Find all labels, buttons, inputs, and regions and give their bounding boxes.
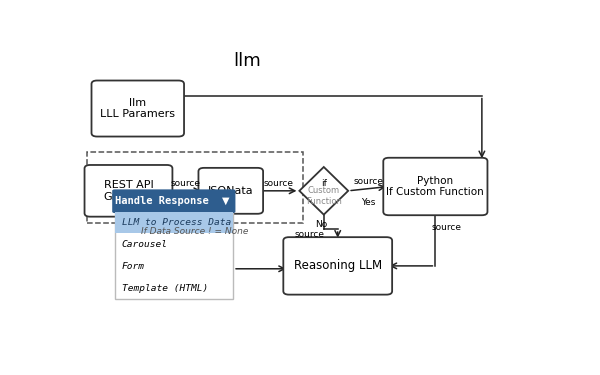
FancyBboxPatch shape (199, 168, 263, 214)
Text: Yes: Yes (361, 198, 376, 207)
Text: Template (HTML): Template (HTML) (121, 284, 208, 292)
Text: Form: Form (121, 262, 145, 271)
FancyBboxPatch shape (92, 81, 184, 136)
Text: llm: llm (233, 52, 261, 70)
Text: REST API
GraphQL: REST API GraphQL (104, 180, 154, 202)
Text: Custom
Function: Custom Function (306, 186, 342, 206)
Text: llm
LLL Paramers: llm LLL Paramers (100, 98, 175, 119)
Text: If Data Source ! = None: If Data Source ! = None (141, 227, 248, 236)
FancyBboxPatch shape (383, 158, 487, 215)
Text: No: No (316, 220, 328, 230)
Text: if: if (321, 179, 327, 188)
Text: JSONata: JSONata (208, 186, 254, 196)
Text: source: source (263, 179, 293, 188)
Text: ▼: ▼ (223, 196, 230, 206)
FancyBboxPatch shape (283, 237, 392, 295)
Text: source: source (432, 223, 462, 232)
Text: Python
If Custom Function: Python If Custom Function (386, 176, 484, 197)
Text: Handle Response: Handle Response (115, 196, 209, 206)
Text: source: source (353, 177, 383, 186)
Text: Reasoning LLM: Reasoning LLM (293, 260, 382, 272)
Polygon shape (299, 167, 348, 214)
Text: Carousel: Carousel (121, 240, 167, 249)
Text: source: source (295, 230, 325, 239)
FancyBboxPatch shape (112, 189, 235, 213)
FancyBboxPatch shape (115, 211, 233, 299)
FancyBboxPatch shape (115, 211, 233, 234)
Text: LLM to Process Data: LLM to Process Data (121, 218, 231, 227)
Text: source: source (170, 179, 200, 188)
FancyBboxPatch shape (85, 165, 172, 217)
